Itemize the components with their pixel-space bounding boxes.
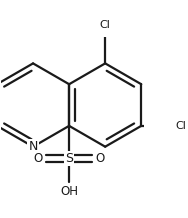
Text: O: O xyxy=(96,152,105,165)
Text: O: O xyxy=(33,152,43,165)
Text: Cl: Cl xyxy=(176,121,187,131)
Text: Cl: Cl xyxy=(100,20,111,30)
Text: N: N xyxy=(28,140,38,153)
Text: OH: OH xyxy=(60,185,78,198)
Text: S: S xyxy=(65,152,73,165)
